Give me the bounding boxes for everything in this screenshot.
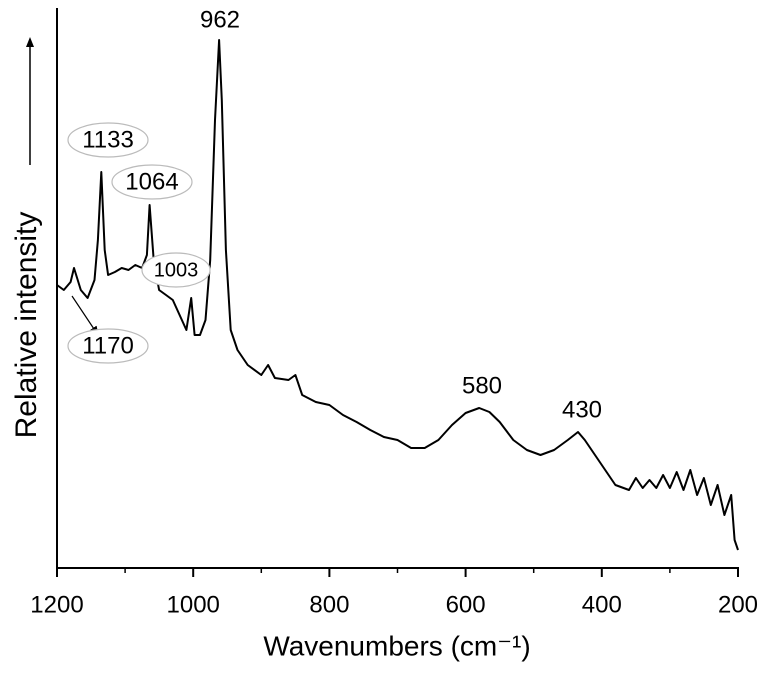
annotation-ellipse <box>111 164 193 200</box>
x-tick-label: 200 <box>718 591 758 618</box>
annotation-ellipse <box>67 122 149 158</box>
y-axis-label: Relative intensity <box>10 212 43 439</box>
spectrum-line <box>56 39 739 551</box>
annotation: 1003 <box>154 259 199 281</box>
x-tick-label: 400 <box>582 591 622 618</box>
x-tick-label: 1000 <box>167 591 220 618</box>
annotation: 1170 <box>82 332 134 359</box>
annotation: 580 <box>462 372 502 399</box>
annotation: 962 <box>200 6 240 33</box>
annotation: 1133 <box>82 126 134 153</box>
annotation: 430 <box>562 396 602 423</box>
annotation-arrow <box>71 295 99 337</box>
x-tick-label: 600 <box>446 591 486 618</box>
x-tick-label: 800 <box>309 591 349 618</box>
annotation: 1064 <box>125 168 178 195</box>
annotation-ellipse <box>67 328 149 364</box>
annotation-ellipse <box>141 252 211 288</box>
x-tick-label: 1200 <box>30 591 83 618</box>
x-axis-label: Wavenumbers (cm⁻¹) <box>263 630 530 661</box>
